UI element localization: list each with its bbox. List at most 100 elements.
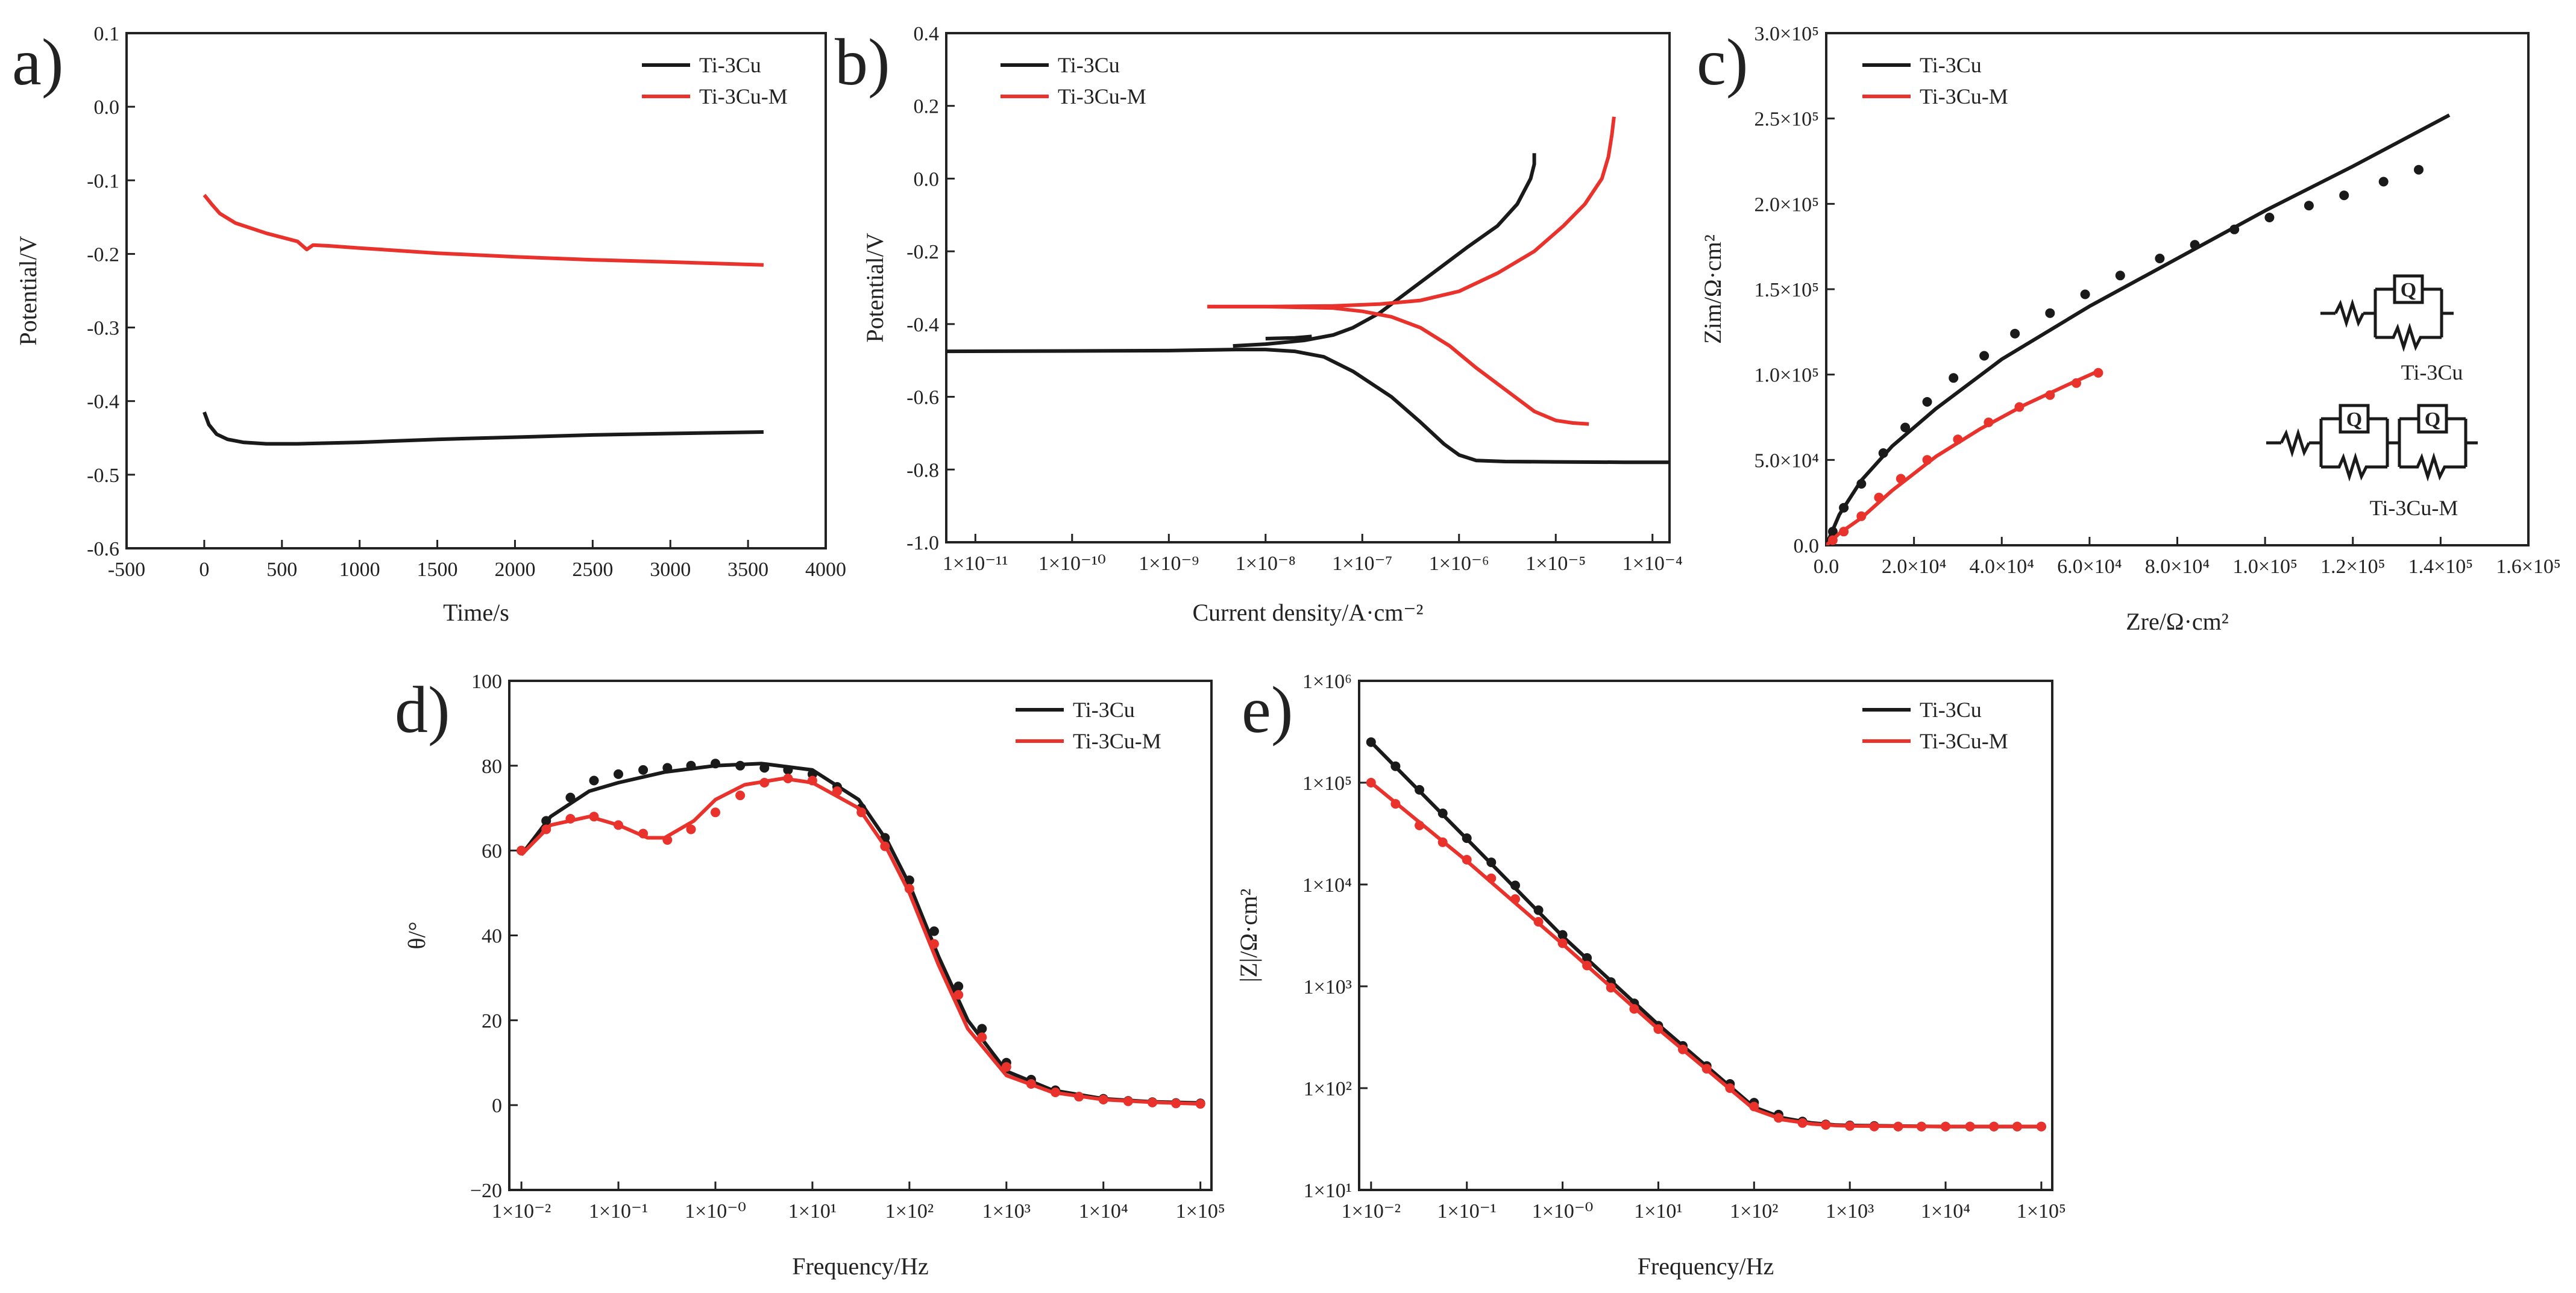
data-point-ti-3cu: [1839, 502, 1849, 513]
data-point-ti-3cu-m: [1533, 916, 1544, 927]
series-line-ti-3cu-m: [1826, 369, 2099, 545]
y-tick-label: -0.1: [87, 170, 119, 192]
data-point-ti-3cu: [686, 760, 696, 771]
data-point-ti-3cu: [1510, 880, 1520, 891]
data-point-ti-3cu-m: [1629, 1004, 1639, 1014]
series-group: [1366, 737, 2046, 1132]
y-tick-label: 100: [471, 671, 502, 693]
data-point-ti-3cu-m: [1893, 1121, 1903, 1132]
y-tick-label: 1.5×10⁵: [1754, 279, 1819, 301]
data-point-ti-3cu-m: [1678, 1044, 1688, 1054]
equivalent-circuit-1: Q: [2320, 274, 2454, 352]
data-point-ti-3cu: [1582, 953, 1592, 963]
data-point-ti-3cu-m: [1437, 837, 1448, 847]
y-tick-label: 1×10¹: [1304, 1180, 1352, 1202]
data-point-ti-3cu-m: [1171, 1098, 1181, 1109]
x-tick-label: 1×10⁻⁷: [1332, 553, 1392, 575]
x-tick-label: 1×10⁻⁹: [1139, 553, 1199, 575]
data-point-ti-3cu: [662, 763, 673, 773]
x-tick-label: 500: [266, 559, 297, 581]
plot-frame: [125, 32, 827, 549]
data-point-ti-3cu: [929, 926, 939, 936]
x-tick-label: 1×10²: [1730, 1200, 1778, 1223]
data-point-ti-3cu-m: [929, 939, 939, 949]
y-tick-label: 1.0×10⁵: [1754, 365, 1819, 387]
y-tick-label: 0.0: [1794, 535, 1820, 557]
data-point-ti-3cu-m: [1606, 983, 1616, 993]
series-group: [203, 193, 764, 446]
y-axis-label: θ/°: [403, 921, 430, 949]
series-group: [1826, 113, 2451, 545]
x-tick-label: 1×10⁻¹⁰: [1038, 553, 1106, 575]
data-point-ti-3cu-m: [1415, 821, 1425, 830]
legend-label: Ti-3Cu: [1920, 698, 1982, 722]
x-tick-label: 1×10⁻⁴: [1623, 553, 1683, 575]
y-axis-label: |Z|/Ω·cm²: [1235, 889, 1262, 982]
x-tick-label: 6.0×10⁴: [2057, 556, 2122, 578]
y-tick-label: 2.0×10⁵: [1754, 193, 1819, 216]
data-point-ti-3cu-m: [1953, 434, 1963, 445]
x-tick-label: 8.0×10⁴: [2145, 556, 2210, 578]
data-point-ti-3cu: [2155, 254, 2165, 263]
x-tick-label: 1×10⁻⁵: [1525, 553, 1586, 575]
data-point-ti-3cu: [2264, 213, 2275, 222]
data-point-ti-3cu: [2229, 224, 2240, 234]
series-line-ti-3cu: [203, 411, 764, 446]
data-point-ti-3cu-m: [1051, 1088, 1061, 1097]
y-tick-label: -0.5: [87, 465, 119, 487]
series-line-ti-3cu: [520, 762, 1201, 1105]
panel-label: a): [12, 25, 63, 99]
y-tick-label: 1×10⁶: [1302, 671, 1352, 693]
data-point-ti-3cu: [977, 1024, 987, 1034]
plot-frame: [1358, 680, 2053, 1191]
data-point-ti-3cu-m: [1984, 418, 1994, 427]
legend-label: Ti-3Cu: [1920, 53, 1982, 77]
data-point-ti-3cu-m: [832, 786, 842, 797]
data-point-ti-3cu-m: [565, 813, 576, 824]
data-point-ti-3cu-m: [856, 807, 867, 818]
data-point-ti-3cu-m: [759, 778, 770, 787]
chart-panel-c: c) 0.0 2.0×10⁴ 4.0×10⁴ 6.0×10⁴ 8.0×10⁴ 1.0×10⁵…: [1697, 23, 2561, 635]
data-point-ti-3cu-m: [880, 841, 890, 851]
data-point-ti-3cu: [1900, 422, 1911, 433]
y-axis-label: Potential/V: [861, 233, 888, 342]
x-tick-label: 1500: [417, 559, 458, 581]
data-point-ti-3cu: [1486, 857, 1497, 868]
x-axis-label: Frequency/Hz: [792, 1253, 929, 1280]
x-tick-label: 1×10⁻⁸: [1236, 553, 1296, 575]
data-point-ti-3cu-m: [2014, 402, 2025, 412]
data-point-ti-3cu-m: [1869, 1121, 1879, 1132]
x-tick-label: 1×10¹: [1634, 1200, 1682, 1223]
data-point-ti-3cu-m: [541, 824, 551, 834]
x-tick-label: 1.2×10⁵: [2320, 556, 2386, 578]
data-point-ti-3cu: [2414, 164, 2424, 175]
chart-panel-e: e) 1×10⁻² 1×10⁻¹ 1×10⁻⁰ 1×10¹ 1×10² 1×10³ 1×10⁴…: [1235, 671, 2066, 1280]
data-point-ti-3cu-m: [1839, 527, 1849, 537]
series-line-ti-3cu-m: [1369, 781, 2041, 1129]
y-tick-label: 0.0: [914, 168, 940, 190]
legend-label: Ti-3Cu: [699, 53, 761, 77]
data-point-ti-3cu-m: [1462, 854, 1472, 865]
y-tick-label: 40: [482, 925, 502, 948]
legend-label: Ti-3Cu: [1058, 53, 1120, 77]
y-tick-label: -1.0: [906, 532, 939, 554]
x-tick-label: 1×10⁴: [1921, 1200, 1970, 1223]
data-point-ti-3cu-m: [1941, 1121, 1950, 1132]
chart-panel-d: d) 1×10⁻² 1×10⁻¹ 1×10⁻⁰ 1×10¹ 1×10² 1×10³ 1×10⁴…: [395, 671, 1225, 1280]
panel-label: b): [835, 25, 890, 99]
x-tick-label: 1×10⁻⁰: [1532, 1200, 1594, 1223]
x-tick-label: 1×10⁴: [1079, 1200, 1128, 1223]
y-tick-label: -0.4: [906, 314, 939, 336]
y-tick-label: -0.8: [906, 459, 939, 481]
data-point-ti-3cu-m: [1001, 1062, 1011, 1072]
legend: Ti-3Cu Ti-3Cu-M: [642, 53, 788, 108]
data-point-ti-3cu: [2080, 289, 2090, 299]
data-point-ti-3cu-m: [904, 884, 914, 894]
data-point-ti-3cu: [1557, 930, 1568, 940]
x-tick-label: 1×10⁻⁶: [1429, 553, 1489, 575]
data-point-ti-3cu: [1922, 397, 1932, 407]
x-tick-label: 2.0×10⁴: [1882, 556, 1947, 578]
data-point-ti-3cu-m: [1123, 1096, 1133, 1106]
data-point-ti-3cu: [1856, 479, 1867, 489]
